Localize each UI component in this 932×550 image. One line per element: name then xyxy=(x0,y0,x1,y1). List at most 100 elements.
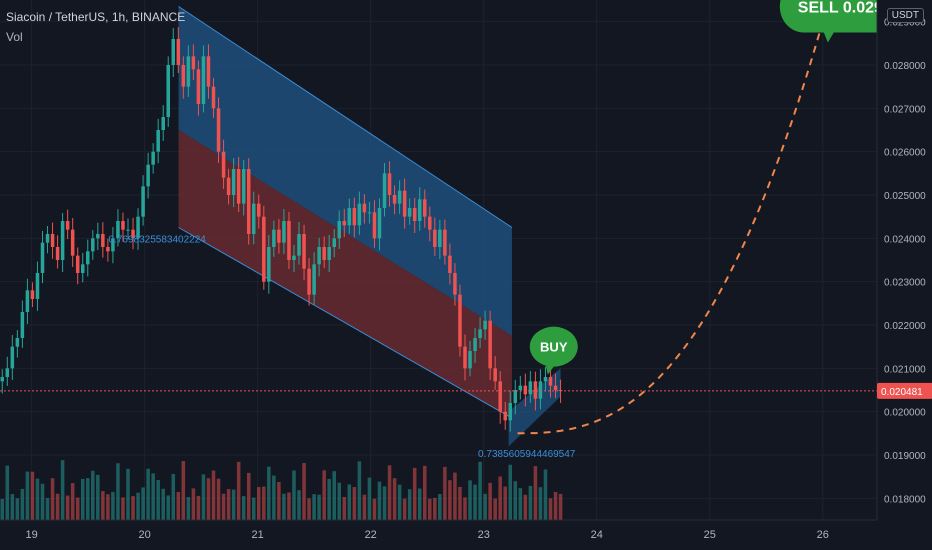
time-axis-ticks: 19 20 21 22 23 24 25 26 xyxy=(26,529,829,541)
volume-bar xyxy=(352,487,357,520)
candle-body xyxy=(498,381,502,412)
volume-bar xyxy=(412,467,417,520)
candle-body xyxy=(262,216,266,282)
regression-channel xyxy=(178,6,561,447)
volume-bar xyxy=(307,498,311,520)
volume-bar xyxy=(216,478,221,520)
candle-body xyxy=(362,203,367,213)
candle-body xyxy=(96,234,100,239)
candle-body xyxy=(387,173,392,195)
price-tick-label: 0.027000 xyxy=(884,104,926,115)
price-axis-panel[interactable] xyxy=(877,0,932,520)
candle-body xyxy=(453,273,457,295)
volume-bar xyxy=(116,463,120,520)
candle-body xyxy=(20,312,25,338)
volume-bar xyxy=(327,478,331,520)
candle-body xyxy=(55,247,60,260)
candle-body xyxy=(121,221,125,230)
candle-body xyxy=(463,346,467,369)
volume-bar xyxy=(518,488,523,520)
volume-bar xyxy=(146,468,150,520)
volume-bar xyxy=(55,493,60,520)
candle-body xyxy=(5,368,10,377)
candle-body xyxy=(91,238,95,252)
currency-badge[interactable]: USDT xyxy=(886,8,924,23)
volume-bar xyxy=(236,461,241,520)
buy-bubble-shape xyxy=(529,326,578,375)
channel-end-label: 0.7385605944469547 xyxy=(478,449,576,460)
volume-bar xyxy=(166,495,171,520)
candle-body xyxy=(312,264,316,295)
candle-body xyxy=(10,346,15,369)
candle-body xyxy=(277,229,281,243)
candle-body xyxy=(0,377,5,382)
price-tick-label: 0.020000 xyxy=(884,408,926,419)
volume-bars xyxy=(0,460,563,520)
candle-body xyxy=(528,381,533,395)
small-channel-zone xyxy=(508,368,561,447)
volume-bar xyxy=(101,491,105,520)
projection-path xyxy=(517,21,824,435)
volume-bar xyxy=(10,494,15,520)
candle-body xyxy=(297,234,301,256)
candle-body xyxy=(191,56,196,70)
volume-bar xyxy=(317,494,321,520)
volume-bar xyxy=(523,494,528,520)
candle-body xyxy=(151,151,155,165)
price-tick-label: 0.029000 xyxy=(884,18,926,29)
candle-body xyxy=(267,247,271,282)
candle-body xyxy=(317,247,321,265)
candle-body xyxy=(357,203,362,226)
candle-body xyxy=(106,247,110,252)
time-tick-label: 20 xyxy=(139,529,151,541)
candle-body xyxy=(503,411,507,421)
candle-body xyxy=(251,203,256,234)
candle-body xyxy=(272,229,276,247)
projection-curve xyxy=(517,21,824,435)
volume-bar xyxy=(161,488,165,520)
candle-body xyxy=(443,229,447,256)
candle-body xyxy=(176,39,181,65)
volume-bar xyxy=(297,490,301,520)
volume-bar xyxy=(196,495,201,520)
candle-body xyxy=(201,56,206,104)
time-axis-panel[interactable] xyxy=(0,520,877,550)
volume-bar xyxy=(422,465,427,520)
sell-bubble-shape xyxy=(779,0,894,43)
candle-body xyxy=(488,320,492,369)
volume-bar xyxy=(176,491,181,520)
volume-indicator-label[interactable]: Vol xyxy=(6,30,23,44)
candle-body xyxy=(211,86,216,109)
candle-body xyxy=(131,229,135,239)
candle-body xyxy=(196,69,201,104)
time-tick-label: 21 xyxy=(252,529,264,541)
candle-body xyxy=(50,234,55,247)
volume-bar xyxy=(458,486,462,520)
volume-bar xyxy=(473,484,477,520)
candle-body xyxy=(141,186,145,217)
volume-bar xyxy=(106,494,110,520)
volume-bar xyxy=(262,486,266,520)
volume-bar xyxy=(191,488,196,520)
candle-body xyxy=(553,385,558,390)
channel-upper-zone xyxy=(178,6,512,336)
volume-bar xyxy=(463,497,467,520)
time-tick-label: 23 xyxy=(478,529,490,541)
candle-body xyxy=(412,208,417,221)
last-price-badge-bg xyxy=(877,382,932,399)
candle-body xyxy=(513,390,518,403)
candle-body xyxy=(458,294,462,347)
volume-bar xyxy=(448,480,452,520)
candle-body xyxy=(397,190,402,204)
volume-bar xyxy=(538,487,543,520)
candle-body xyxy=(181,65,186,87)
candle-body xyxy=(156,130,160,152)
candle-body xyxy=(126,229,130,231)
volume-bar xyxy=(206,478,211,520)
volume-bar xyxy=(382,486,387,520)
volume-bar xyxy=(443,466,447,520)
volume-bar xyxy=(181,461,186,520)
volume-bar xyxy=(503,486,507,520)
volume-bar xyxy=(468,480,472,520)
